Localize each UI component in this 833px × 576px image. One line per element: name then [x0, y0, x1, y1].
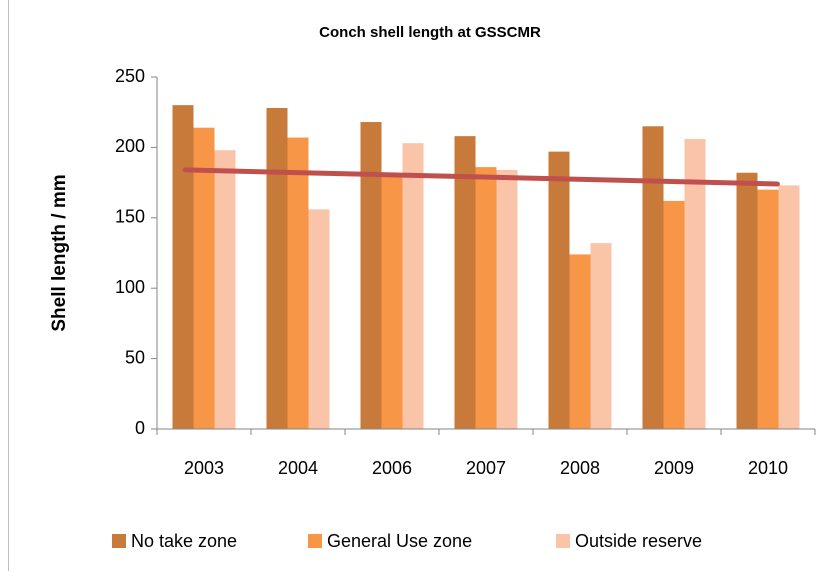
legend-label: No take zone	[131, 531, 237, 551]
bar	[381, 175, 403, 429]
bar	[778, 185, 800, 429]
y-tick-label: 250	[115, 66, 145, 86]
x-tick-label: 2006	[372, 458, 412, 478]
y-tick-label: 200	[115, 136, 145, 156]
bar	[642, 126, 664, 429]
bar	[193, 127, 215, 430]
x-tick-label: 2009	[654, 458, 694, 478]
legend-label: General Use zone	[327, 531, 472, 551]
bar	[308, 209, 330, 429]
y-axis-label: Shell length / mm	[49, 174, 70, 331]
bar	[757, 189, 779, 429]
legend-label: Outside reserve	[575, 531, 702, 551]
bar	[496, 169, 518, 430]
chart-title: Conch shell length at GSSCMR	[319, 24, 541, 41]
legend-swatch	[556, 534, 570, 548]
bar	[266, 107, 288, 429]
bar	[590, 243, 612, 429]
bar	[475, 167, 497, 429]
x-tick-label: 2003	[184, 458, 224, 478]
x-tick-label: 2007	[466, 458, 506, 478]
bar	[454, 136, 476, 430]
legend-swatch	[112, 534, 126, 548]
bar	[684, 138, 706, 429]
x-tick-label: 2008	[560, 458, 600, 478]
x-tick-label: 2004	[278, 458, 318, 478]
legend-swatch	[308, 534, 322, 548]
bar	[360, 122, 382, 429]
bar	[214, 150, 236, 429]
bar	[402, 143, 424, 429]
y-tick-label: 150	[115, 207, 145, 227]
bar	[172, 105, 194, 429]
bar	[548, 151, 570, 429]
y-tick-label: 100	[115, 277, 145, 297]
bar	[287, 137, 309, 429]
trendline	[182, 167, 780, 187]
bar	[736, 172, 758, 429]
y-tick-label: 0	[135, 418, 145, 438]
bar	[663, 200, 685, 429]
y-tick-label: 50	[125, 347, 145, 367]
x-tick-label: 2010	[748, 458, 788, 478]
bar	[569, 254, 591, 429]
